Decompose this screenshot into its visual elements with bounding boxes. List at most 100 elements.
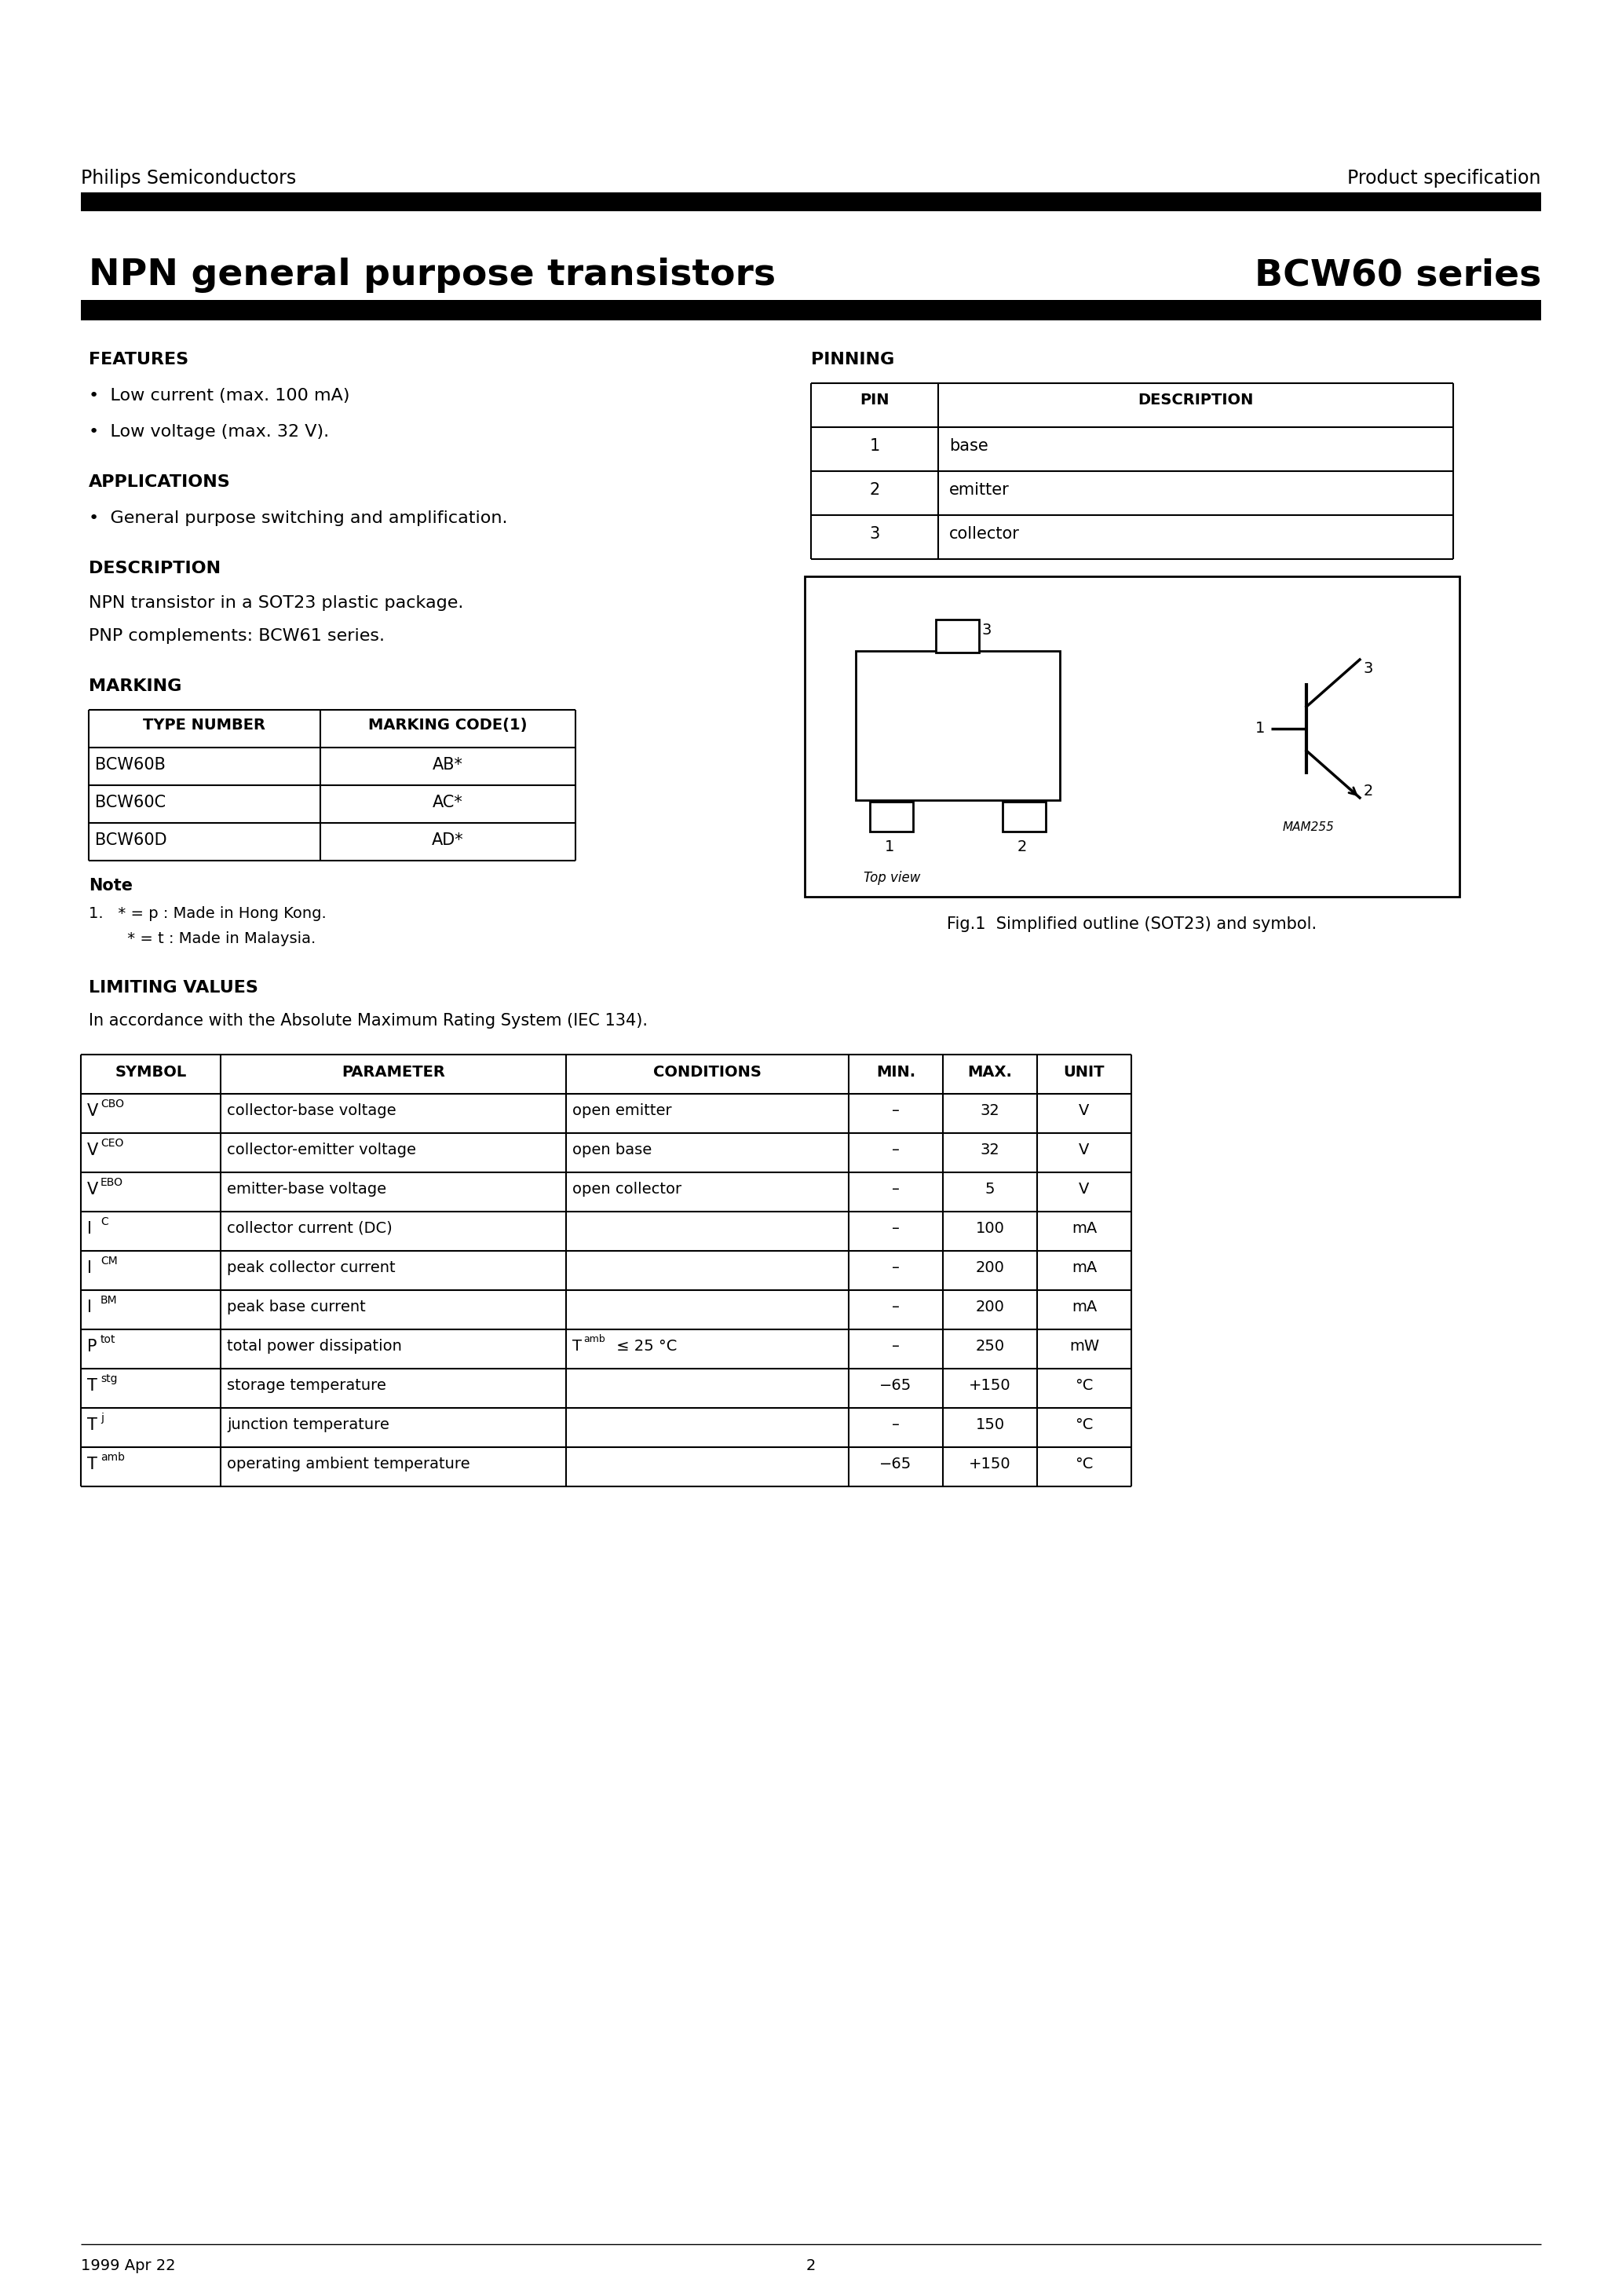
Text: emitter: emitter [949, 482, 1009, 498]
Text: 32: 32 [980, 1143, 999, 1157]
Text: T: T [88, 1456, 97, 1472]
Text: CONDITIONS: CONDITIONS [654, 1065, 761, 1079]
Text: APPLICATIONS: APPLICATIONS [89, 475, 230, 489]
Text: BCW60 series: BCW60 series [1254, 257, 1541, 294]
Text: PIN: PIN [860, 393, 889, 406]
Text: BCW60B: BCW60B [96, 758, 165, 774]
Text: –: – [892, 1417, 900, 1433]
Text: AC*: AC* [433, 794, 462, 810]
Bar [805, 576, 1460, 898]
Text: 200: 200 [975, 1300, 1004, 1316]
Text: DESCRIPTION: DESCRIPTION [89, 560, 221, 576]
Text: DESCRIPTION: DESCRIPTION [1139, 393, 1254, 406]
Text: MARKING CODE(1): MARKING CODE(1) [368, 719, 527, 732]
Text: peak base current: peak base current [227, 1300, 365, 1316]
Bar [1002, 801, 1046, 831]
Text: –: – [892, 1143, 900, 1157]
Bar [869, 801, 913, 831]
Text: •  Low current (max. 100 mA): • Low current (max. 100 mA) [89, 388, 350, 404]
Bar [856, 652, 1059, 799]
Text: junction temperature: junction temperature [227, 1417, 389, 1433]
Text: 5: 5 [985, 1182, 994, 1196]
Text: 150: 150 [975, 1417, 1004, 1433]
Text: mA: mA [1072, 1261, 1096, 1274]
Text: P: P [88, 1339, 97, 1355]
Text: amb: amb [584, 1334, 605, 1343]
Text: –: – [892, 1221, 900, 1235]
Text: Product specification: Product specification [1348, 170, 1541, 188]
Text: stg: stg [101, 1373, 117, 1384]
Text: 1.   * = p : Made in Hong Kong.: 1. * = p : Made in Hong Kong. [89, 907, 326, 921]
Text: I: I [88, 1261, 92, 1277]
Text: BM: BM [101, 1295, 117, 1306]
Text: open collector: open collector [573, 1182, 681, 1196]
Text: In accordance with the Absolute Maximum Rating System (IEC 134).: In accordance with the Absolute Maximum … [89, 1013, 647, 1029]
Text: +150: +150 [968, 1378, 1011, 1394]
Text: 1: 1 [884, 840, 894, 854]
Text: SYMBOL: SYMBOL [115, 1065, 187, 1079]
Bar [81, 193, 1541, 211]
Text: V: V [1079, 1182, 1090, 1196]
Text: I: I [88, 1221, 92, 1238]
Text: –: – [892, 1261, 900, 1274]
Text: +150: +150 [968, 1456, 1011, 1472]
Text: °C: °C [1075, 1417, 1093, 1433]
Text: mW: mW [1069, 1339, 1100, 1355]
Text: MARKING: MARKING [89, 677, 182, 693]
Text: mA: mA [1072, 1300, 1096, 1316]
Text: −65: −65 [879, 1378, 912, 1394]
Text: °C: °C [1075, 1378, 1093, 1394]
Text: 1999 Apr 22: 1999 Apr 22 [81, 2259, 175, 2273]
Text: collector: collector [949, 526, 1020, 542]
Text: T: T [573, 1339, 582, 1355]
Bar [936, 620, 980, 652]
Text: −65: −65 [879, 1456, 912, 1472]
Text: NPN general purpose transistors: NPN general purpose transistors [89, 257, 775, 294]
Text: V: V [88, 1104, 99, 1118]
Text: ≤ 25 °C: ≤ 25 °C [611, 1339, 676, 1355]
Text: 2: 2 [1364, 783, 1374, 799]
Text: PINNING: PINNING [811, 351, 894, 367]
Text: BCW60D: BCW60D [96, 833, 167, 847]
Text: Philips Semiconductors: Philips Semiconductors [81, 170, 297, 188]
Text: * = t : Made in Malaysia.: * = t : Made in Malaysia. [102, 932, 316, 946]
Text: C: C [101, 1217, 109, 1228]
Text: CBO: CBO [101, 1097, 123, 1109]
Text: NPN transistor in a SOT23 plastic package.: NPN transistor in a SOT23 plastic packag… [89, 595, 464, 611]
Text: V: V [88, 1143, 99, 1157]
Text: V: V [88, 1182, 99, 1199]
Text: base: base [949, 439, 988, 455]
Text: Note: Note [89, 877, 133, 893]
Text: collector current (DC): collector current (DC) [227, 1221, 393, 1235]
Text: V: V [1079, 1143, 1090, 1157]
Text: AB*: AB* [431, 758, 462, 774]
Text: •  General purpose switching and amplification.: • General purpose switching and amplific… [89, 510, 508, 526]
Text: V: V [1079, 1104, 1090, 1118]
Text: mA: mA [1072, 1221, 1096, 1235]
Text: –: – [892, 1182, 900, 1196]
Text: TYPE NUMBER: TYPE NUMBER [143, 719, 266, 732]
Text: Top view: Top view [863, 870, 920, 884]
Text: open emitter: open emitter [573, 1104, 672, 1118]
Text: operating ambient temperature: operating ambient temperature [227, 1456, 470, 1472]
Text: MIN.: MIN. [876, 1065, 915, 1079]
Text: 3: 3 [869, 526, 879, 542]
Text: EBO: EBO [101, 1178, 123, 1187]
Bar [81, 301, 1541, 321]
Text: FEATURES: FEATURES [89, 351, 188, 367]
Text: tot: tot [101, 1334, 115, 1345]
Text: open base: open base [573, 1143, 652, 1157]
Text: 1: 1 [869, 439, 879, 455]
Text: 1: 1 [1255, 721, 1265, 735]
Text: 3: 3 [1364, 661, 1374, 675]
Text: •  Low voltage (max. 32 V).: • Low voltage (max. 32 V). [89, 425, 329, 441]
Text: –: – [892, 1300, 900, 1316]
Text: 250: 250 [975, 1339, 1004, 1355]
Text: PARAMETER: PARAMETER [342, 1065, 444, 1079]
Text: Fig.1  Simplified outline (SOT23) and symbol.: Fig.1 Simplified outline (SOT23) and sym… [947, 916, 1317, 932]
Text: –: – [892, 1104, 900, 1118]
Text: LIMITING VALUES: LIMITING VALUES [89, 980, 258, 996]
Text: amb: amb [101, 1451, 125, 1463]
Text: 2: 2 [806, 2259, 816, 2273]
Text: PNP complements: BCW61 series.: PNP complements: BCW61 series. [89, 629, 384, 643]
